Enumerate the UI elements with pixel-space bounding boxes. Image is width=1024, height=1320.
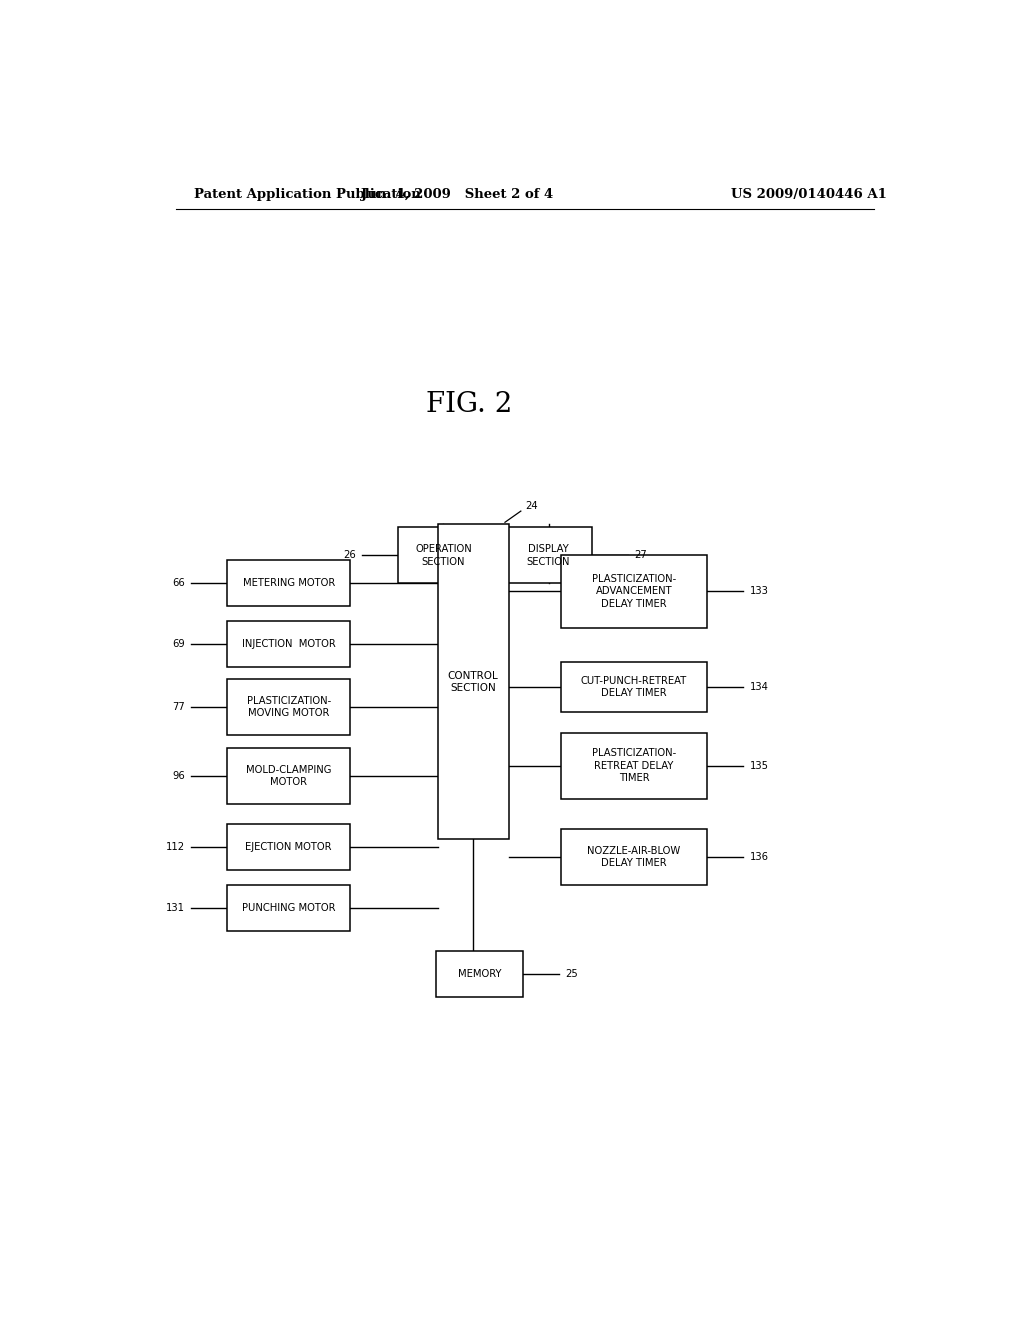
Text: 24: 24 [524,502,538,511]
Text: MOLD-CLAMPING
MOTOR: MOLD-CLAMPING MOTOR [246,764,332,787]
Text: PLASTICIZATION-
ADVANCEMENT
DELAY TIMER: PLASTICIZATION- ADVANCEMENT DELAY TIMER [592,574,676,609]
FancyBboxPatch shape [227,678,350,735]
Text: NOZZLE-AIR-BLOW
DELAY TIMER: NOZZLE-AIR-BLOW DELAY TIMER [588,846,681,869]
FancyBboxPatch shape [227,824,350,870]
FancyBboxPatch shape [227,620,350,667]
FancyBboxPatch shape [560,829,708,886]
Text: 69: 69 [172,639,185,648]
Text: Jun. 4, 2009   Sheet 2 of 4: Jun. 4, 2009 Sheet 2 of 4 [361,189,553,202]
Text: 96: 96 [172,771,185,781]
Text: FIG. 2: FIG. 2 [426,391,512,418]
Text: 27: 27 [634,550,647,560]
Text: 26: 26 [343,550,355,560]
FancyBboxPatch shape [560,733,708,799]
Text: CONTROL
SECTION: CONTROL SECTION [447,671,499,693]
FancyBboxPatch shape [505,528,592,583]
Text: MEMORY: MEMORY [458,969,502,979]
Text: PLASTICIZATION-
MOVING MOTOR: PLASTICIZATION- MOVING MOTOR [247,696,331,718]
FancyBboxPatch shape [397,528,489,583]
Text: 131: 131 [166,903,185,913]
Text: CUT-PUNCH-RETREAT
DELAY TIMER: CUT-PUNCH-RETREAT DELAY TIMER [581,676,687,698]
Text: PUNCHING MOTOR: PUNCHING MOTOR [242,903,336,913]
Text: PLASTICIZATION-
RETREAT DELAY
TIMER: PLASTICIZATION- RETREAT DELAY TIMER [592,748,676,783]
Text: Patent Application Publication: Patent Application Publication [194,189,421,202]
FancyBboxPatch shape [227,560,350,606]
Text: 66: 66 [172,578,185,587]
Text: 25: 25 [565,969,578,979]
Text: OPERATION
SECTION: OPERATION SECTION [415,544,472,566]
Text: 136: 136 [750,853,768,862]
Text: 133: 133 [750,586,768,597]
Text: 135: 135 [750,760,768,771]
Text: 134: 134 [750,682,768,692]
FancyBboxPatch shape [227,748,350,804]
Text: INJECTION  MOTOR: INJECTION MOTOR [242,639,336,648]
FancyBboxPatch shape [560,661,708,713]
Text: DISPLAY
SECTION: DISPLAY SECTION [527,544,570,566]
Text: METERING MOTOR: METERING MOTOR [243,578,335,587]
FancyBboxPatch shape [436,952,523,997]
FancyBboxPatch shape [227,886,350,931]
FancyBboxPatch shape [437,524,509,840]
Text: 112: 112 [166,842,185,851]
Text: 77: 77 [172,702,185,711]
FancyBboxPatch shape [560,554,708,628]
Text: US 2009/0140446 A1: US 2009/0140446 A1 [731,189,887,202]
Text: EJECTION MOTOR: EJECTION MOTOR [246,842,332,851]
